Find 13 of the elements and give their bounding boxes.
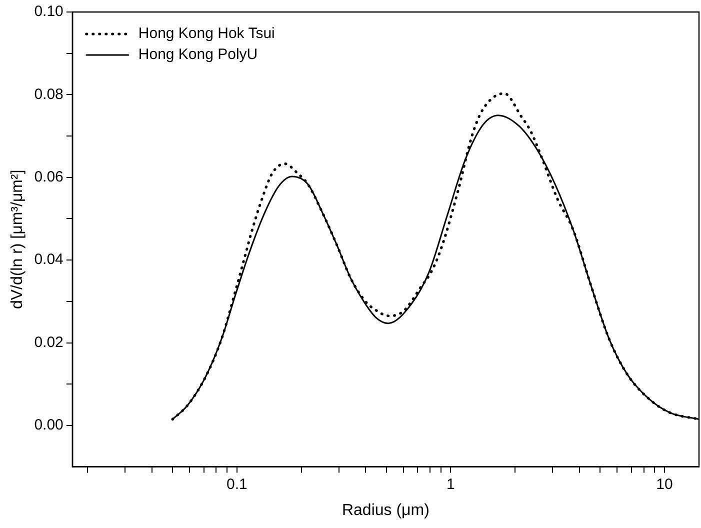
y-tick-label: 0.10 bbox=[34, 3, 64, 20]
legend-label: Hong Kong Hok Tsui bbox=[138, 25, 275, 42]
x-tick-label: 10 bbox=[656, 476, 673, 493]
y-tick-label: 0.04 bbox=[34, 251, 64, 268]
x-tick-label: 1 bbox=[446, 476, 455, 493]
x-tick-label: 0.1 bbox=[226, 476, 248, 493]
x-axis-title: Radius (μm) bbox=[342, 502, 430, 519]
y-tick-label: 0.06 bbox=[34, 168, 64, 186]
y-tick-label: 0.08 bbox=[34, 86, 64, 103]
legend-label: Hong Kong PolyU bbox=[138, 46, 258, 64]
y-tick-label: 0.02 bbox=[34, 334, 64, 351]
y-tick-label: 0.00 bbox=[34, 416, 64, 434]
y-axis-title: dV/d(ln r) [μm³/μm²] bbox=[9, 170, 26, 310]
